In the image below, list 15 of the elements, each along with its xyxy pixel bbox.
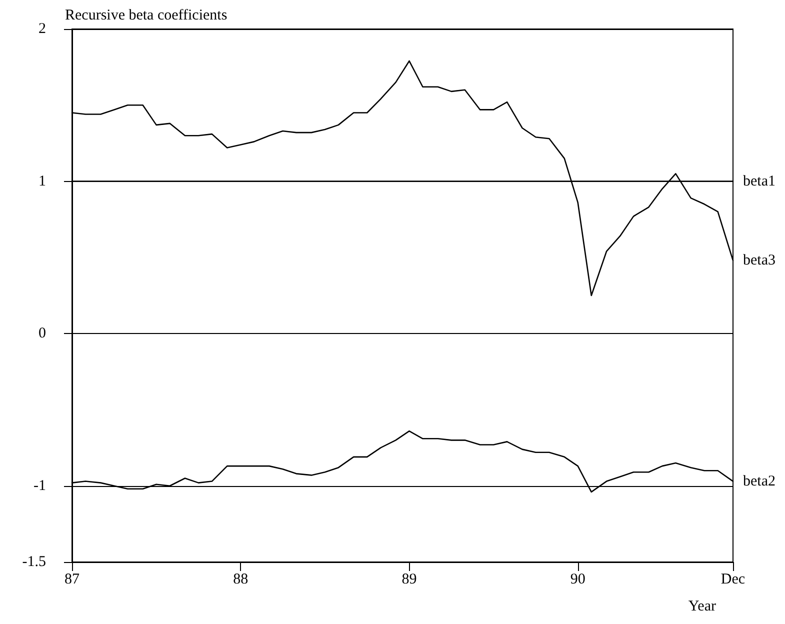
x-axis-title: Year — [688, 598, 716, 614]
y-tick-label: -1 — [34, 478, 46, 494]
x-tick-label: 88 — [233, 572, 248, 588]
x-tick-label: Dec — [720, 572, 746, 588]
y-tick-label: 0 — [38, 326, 46, 342]
y-tick-label: 2 — [38, 21, 46, 37]
series-label: beta2 — [743, 473, 776, 490]
chart-title: Recursive beta coefficients — [65, 8, 228, 24]
x-tick-label: 90 — [570, 572, 586, 588]
series-label: beta1 — [743, 173, 776, 190]
y-tick-label: 1 — [38, 173, 46, 190]
x-tick-label: 89 — [402, 572, 417, 588]
x-tick-label: 87 — [64, 572, 80, 588]
series-label: beta3 — [743, 252, 776, 268]
y-tick-label: -1.5 — [22, 554, 46, 570]
